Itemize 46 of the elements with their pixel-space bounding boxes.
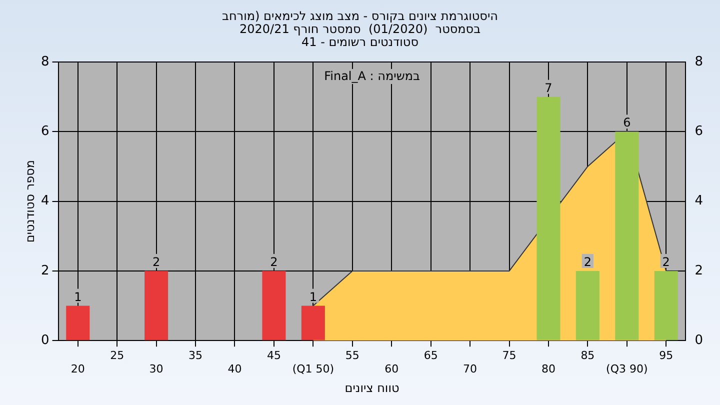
data-label: 1 [74, 290, 82, 304]
x-tick-label: 95 [659, 349, 674, 362]
x-tick-label: 55 [345, 349, 360, 362]
data-label: 2 [584, 254, 592, 269]
bar [66, 306, 90, 340]
x-tick-label: 70 [463, 362, 478, 376]
bar [615, 132, 639, 340]
y-tick-label: 0 [40, 332, 50, 348]
data-label: 1 [309, 290, 317, 304]
data-label: 2 [152, 254, 160, 269]
y-tick-label: 6 [40, 124, 50, 140]
y-tick-label: 2 [40, 263, 50, 278]
x-tick-label: 85 [580, 349, 595, 362]
data-label: 6 [623, 116, 631, 130]
chart-title: היסטוגרמת ציונים בקורס - מצב מוצג לכימאים (מורחב בסמסטר (01/2020) סמסטר חורף 2020/21 סטודנטים רשומים - 41 [222, 9, 498, 49]
x-tick-label: 65 [424, 349, 438, 362]
bar [654, 270, 678, 340]
bar [536, 96, 560, 340]
x-tick-label: 80 [541, 362, 556, 376]
x-tick-label: 20 [70, 362, 85, 376]
x-tick-label: 45 [266, 349, 281, 362]
y-tick-label: 8 [40, 54, 50, 70]
y-tick-label: 4 [40, 194, 50, 209]
x-tick-label: 25 [110, 349, 124, 362]
y2-tick-label: 4 [694, 194, 704, 209]
bar [301, 306, 325, 340]
x-tick-label: 40 [228, 362, 242, 376]
data-label: 2 [662, 254, 670, 269]
y2-tick-label: 8 [694, 54, 704, 70]
y2-tick-label: 0 [694, 332, 704, 348]
x-tick-label: 30 [149, 362, 164, 376]
y2-tick-label: 6 [694, 124, 704, 140]
data-label: 7 [544, 80, 552, 95]
x-tick-label: 75 [502, 349, 516, 362]
bar [262, 270, 286, 340]
data-label: 2 [270, 254, 278, 269]
x-tick-label: 35 [188, 349, 203, 362]
y2-tick-label: 2 [694, 263, 704, 278]
x-tick-label: (Q3 90) [606, 362, 648, 376]
x-axis-title: טווח ציונים [344, 381, 400, 395]
bar [144, 270, 168, 340]
bar [576, 270, 600, 340]
x-tick-label: (Q1 50) [292, 362, 334, 376]
annotation: במשימה : Final_A [324, 69, 420, 83]
x-tick-label: 60 [384, 362, 399, 376]
y-axis-title: מספר סטודנטים [23, 160, 37, 243]
